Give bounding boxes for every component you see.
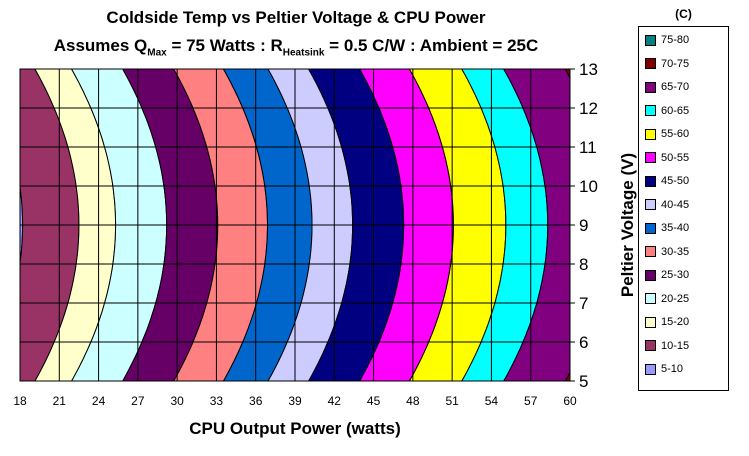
chart-title: Coldside Temp vs Peltier Voltage & CPU P…: [106, 8, 486, 27]
x-tick-label: 45: [367, 394, 381, 408]
legend-item: 10-15: [645, 337, 689, 355]
legend-swatch: [645, 152, 656, 163]
subtitle-suffix: = 0.5 C/W : Ambient = 25C: [324, 36, 539, 55]
legend-item: 45-50: [645, 172, 689, 190]
legend-label: 30-35: [661, 245, 690, 258]
x-tick-label: 42: [328, 394, 342, 408]
legend-label: 50-55: [661, 151, 690, 164]
legend-item: 50-55: [645, 149, 689, 167]
y-tick-label: 8: [579, 255, 588, 274]
legend-label: 10-15: [661, 339, 690, 352]
legend-item: 20-25: [645, 290, 689, 308]
x-tick-label: 39: [288, 394, 302, 408]
y-tick-label: 10: [579, 177, 598, 196]
y-tick-label: 13: [579, 60, 598, 79]
legend-label: 25-30: [661, 269, 690, 281]
x-tick-label: 36: [249, 394, 263, 408]
legend-swatch: [645, 246, 656, 257]
legend-label: 35-40: [661, 222, 690, 234]
legend-swatch: [645, 105, 656, 116]
x-tick-label: 30: [170, 394, 184, 408]
x-tick-label: 48: [406, 394, 420, 408]
legend-label: 65-70: [661, 81, 690, 93]
x-tick-label: 18: [13, 394, 27, 408]
legend: 75-80 70-75 65-70 60-65 55-60 50-55 45-50 40-45…: [638, 26, 729, 391]
legend-label: 15-20: [661, 316, 690, 328]
x-tick-label: 54: [485, 394, 499, 408]
legend-swatch: [645, 340, 656, 351]
chart-subtitle: Assumes QMax = 75 Watts : RHeatsink = 0.…: [0, 36, 592, 58]
legend-swatch: [645, 293, 656, 304]
legend-item: 75-80: [645, 31, 689, 49]
legend-label: 70-75: [661, 57, 690, 70]
x-tick-label: 27: [131, 394, 145, 408]
y-tick-label: 11: [579, 138, 597, 157]
plot-border: [19, 68, 571, 382]
y-tick-label: 5: [579, 372, 588, 391]
subtitle-qmax-subscript: Max: [147, 47, 167, 59]
legend-label: 60-65: [661, 104, 690, 117]
x-tick-label: 33: [210, 394, 224, 408]
y-tick-label: 6: [579, 333, 588, 352]
legend-label: 55-60: [661, 128, 690, 140]
legend-item: 35-40: [645, 219, 689, 237]
x-tick-label: 24: [92, 394, 106, 408]
x-tick-label: 21: [53, 394, 67, 408]
contour-band-5-10: [20, 183, 24, 267]
legend-item: 70-75: [645, 55, 689, 73]
subtitle-heatsink-subscript: Heatsink: [282, 47, 325, 59]
legend-item: 30-35: [645, 243, 689, 261]
legend-label: 45-50: [661, 175, 690, 187]
subtitle-prefix: Assumes Q: [53, 36, 148, 55]
x-axis-label: CPU Output Power (watts): [189, 419, 401, 438]
subtitle-middle: = 75 Watts : R: [166, 36, 283, 55]
legend-swatch: [645, 269, 656, 281]
legend-swatch: [645, 175, 656, 187]
y-tick-label: 9: [579, 216, 588, 235]
y-axis-label: Peltier Voltage (V): [618, 153, 637, 297]
legend-label: 5-10: [661, 363, 684, 375]
legend-swatch: [645, 363, 656, 375]
legend-item: 55-60: [645, 125, 689, 143]
legend-label: 75-80: [661, 34, 690, 46]
legend-item: 40-45: [645, 196, 689, 214]
y-tick-label: 7: [579, 294, 588, 313]
x-tick-label: 57: [524, 394, 538, 408]
legend-label: 20-25: [661, 292, 690, 305]
legend-item: 25-30: [645, 266, 689, 284]
x-tick-label: 51: [445, 394, 459, 408]
x-tick-label: 60: [563, 394, 577, 408]
legend-swatch: [645, 81, 656, 93]
legend-item: 5-10: [645, 360, 683, 378]
legend-swatch: [645, 199, 656, 210]
legend-swatch: [645, 34, 656, 46]
legend-label: 40-45: [661, 198, 690, 211]
legend-unit-label: (C): [675, 7, 692, 21]
legend-swatch: [645, 58, 656, 69]
legend-item: 15-20: [645, 313, 689, 331]
y-tick-label: 12: [579, 99, 598, 118]
legend-swatch: [645, 222, 656, 234]
legend-swatch: [645, 128, 656, 140]
legend-item: 65-70: [645, 78, 689, 96]
legend-item: 60-65: [645, 102, 689, 120]
legend-swatch: [645, 316, 656, 328]
